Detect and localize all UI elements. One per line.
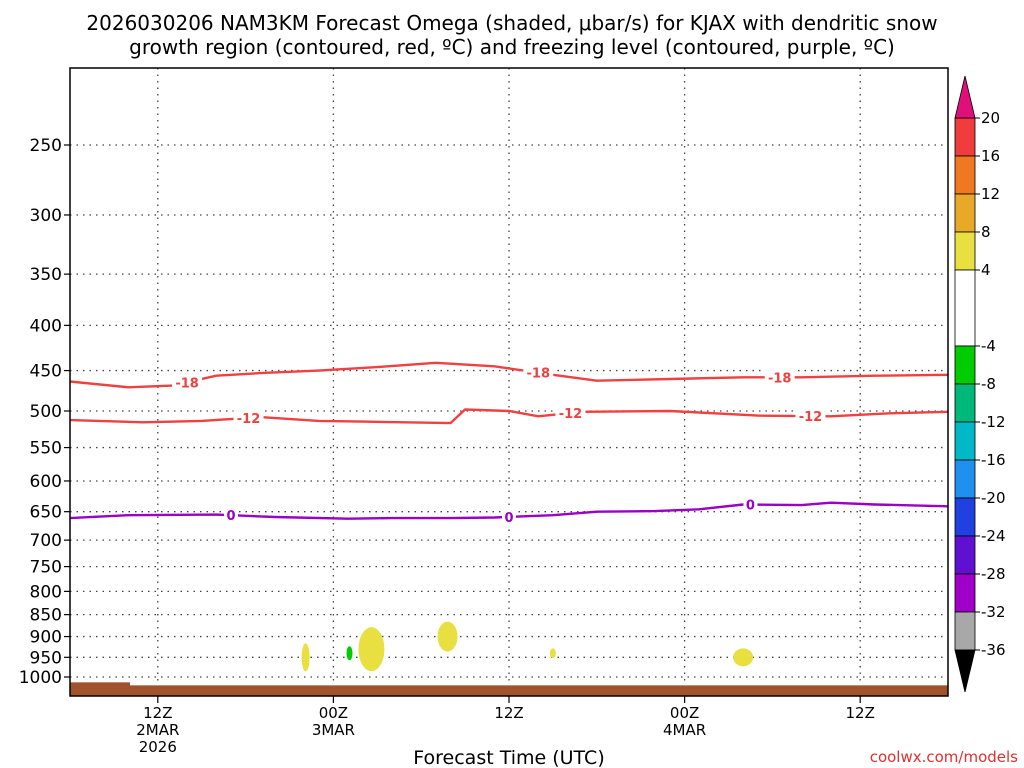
contour-line [69,501,949,520]
contour-label-bg [795,408,826,425]
y-tick-label: 650 [30,503,62,523]
colorbar-tick-label: -4 [981,337,996,355]
y-tick-label: 900 [30,628,62,648]
contour-label: -18 [768,371,792,386]
x-tick-label: 4MAR [663,721,706,739]
colorbar-segment [954,497,976,537]
colorbar-segment [954,193,976,233]
colorbar-segment [954,611,976,651]
y-tick-label: 850 [30,606,62,626]
colorbar-segment [954,383,976,423]
colorbar-segment [954,535,976,575]
y-tick-label: 450 [30,362,62,382]
y-tick-label: 1000 [19,668,62,688]
contour-label-bg [502,508,516,525]
y-tick-label: 800 [30,582,62,602]
colorbar-segment [954,459,976,499]
colorbar-tick-label: 4 [981,261,991,279]
colorbar-tick-label: 16 [981,147,1000,165]
contour-label: -12 [237,412,261,427]
x-tick-label: 00Z [670,704,699,722]
contour-label: 0 [226,509,235,524]
contour-label-bg [555,404,586,421]
contour-line [69,408,949,425]
omega-shaded-region [549,648,556,659]
x-tick-label: 12Z [494,704,523,722]
colorbar-top-arrow [954,75,976,119]
credit-text: coolwx.com/models [870,748,1018,766]
contour-label-bg [172,374,203,391]
plot-area: -18 -18 -18 -12 -12 -12 0 0 0 250 300 350 400 450 500 5… [19,67,949,756]
colorbar-tick-label: -20 [981,489,1006,507]
contour-label: 0 [504,511,513,526]
y-tick-label: 400 [30,316,62,336]
colorbar-bottom-arrow [954,649,976,693]
omega-shaded-region [733,648,754,667]
y-tick-label: 700 [30,531,62,551]
y-tick-label: 350 [30,265,62,285]
x-axis-label: Forecast Time (UTC) [413,747,604,768]
colorbar-segment [954,269,976,347]
colorbar-tick-label: -32 [981,603,1006,621]
colorbar-segment [954,231,976,271]
colorbar-segment [954,117,976,157]
y-tick-label: 550 [30,439,62,459]
x-tick-label: 2026 [139,738,177,756]
contour-label-bg [743,496,758,513]
colorbar-segment [954,573,976,613]
contour-label: 0 [746,499,755,514]
omega-shaded-region [346,646,353,661]
contour-label-bg [233,409,264,426]
y-tick-label: 600 [30,472,62,492]
omega-shaded-region [301,643,310,672]
y-tick-label: 750 [30,558,62,578]
contour-label: -12 [559,407,583,422]
x-tick-label: 2MAR [136,721,179,739]
terrain-bump [70,682,130,687]
colorbar-tick-label: 8 [981,223,991,241]
colorbar-tick-label: -28 [981,565,1006,583]
y-tick-label: 500 [30,402,62,422]
x-tick-label: 00Z [319,704,348,722]
x-tick-label: 12Z [143,704,172,722]
chart-title-line-2: growth region (contoured, red, ºC) and f… [129,35,895,59]
contour-label: -18 [175,376,199,391]
chart-title-line-1: 2026030206 NAM3KM Forecast Omega (shaded… [86,11,937,35]
contour-label-bg [223,507,238,524]
colorbar-tick-label: -16 [981,451,1006,469]
colorbar-tick-label: -12 [981,413,1006,431]
colorbar-tick-label: 20 [981,109,1000,127]
contour-label-bg [764,369,795,386]
colorbar-tick-label: -36 [981,641,1006,659]
y-tick-label: 250 [30,136,62,156]
colorbar-tick-label: -8 [981,375,996,393]
contour-label: -12 [799,410,823,425]
contour-label: -18 [527,367,551,382]
y-tick-label: 300 [30,206,62,226]
y-tick-label: 950 [30,648,62,668]
omega-shaded-region [437,621,458,652]
colorbar-tick-label: -24 [981,527,1006,545]
colorbar-segment [954,421,976,461]
colorbar-tick-label: 12 [981,185,1000,203]
terrain-fill [70,685,948,696]
x-tick-label: 12Z [846,704,875,722]
colorbar: 20 16 12 8 4 -4 -8 -12 -16 -20 -24 -28 -32 -36 [954,75,1006,693]
contour-label-bg [523,364,554,381]
colorbar-segment [954,155,976,195]
colorbar-segment [954,345,976,385]
x-tick-label: 3MAR [312,721,355,739]
omega-shaded-region [358,627,385,672]
